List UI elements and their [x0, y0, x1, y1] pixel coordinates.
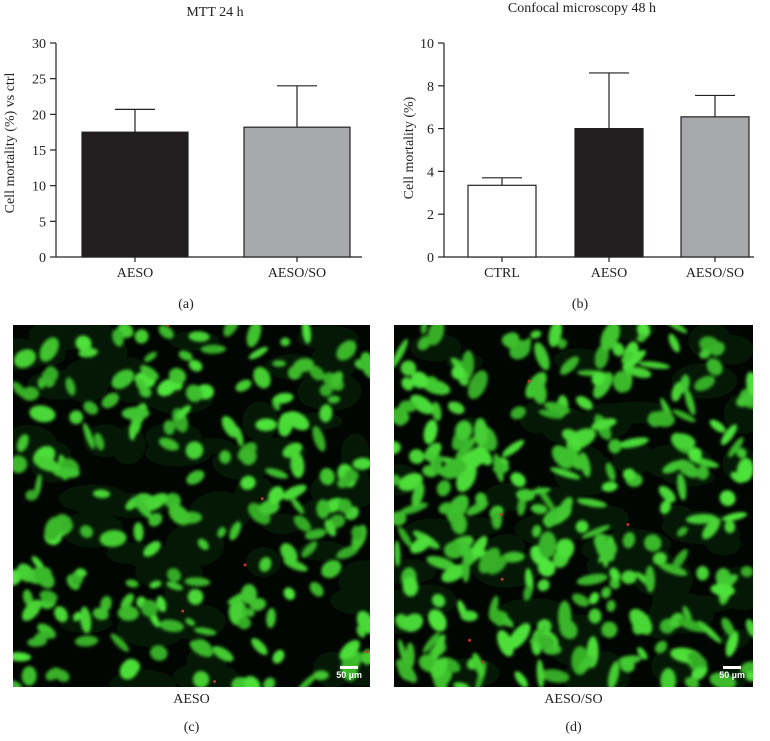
y-tick-label: 0: [39, 251, 46, 266]
x-tick-label: CTRL: [484, 266, 520, 281]
bar-aeso-so: [680, 116, 750, 258]
chart-a: MTT 24 h Cell mortality (%) vs ctrl 0 5 10…: [3, 5, 362, 312]
micrograph-aeso-so-panel-label: (d): [565, 720, 582, 735]
y-tick-label: 15: [32, 144, 46, 159]
micrograph-aeso-panel-label: (c): [183, 720, 200, 735]
fluorescent-cells: [13, 325, 370, 687]
x-tick-label: AESO/SO: [686, 266, 744, 281]
chart-a-title: MTT 24 h: [186, 5, 243, 20]
y-tick-label: 30: [32, 37, 46, 52]
scale-bar-label: 50 µm: [719, 670, 745, 680]
x-tick-label: AESO/SO: [268, 266, 326, 281]
bar-aeso: [81, 131, 189, 258]
y-tick-label: 6: [427, 123, 434, 138]
bar-ctrl: [467, 184, 537, 258]
y-tick-label: 25: [32, 73, 46, 88]
y-tick-label: 2: [427, 208, 434, 223]
x-tick-label: AESO: [117, 266, 154, 281]
micrograph-aeso-so-caption: AESO/SO: [544, 692, 603, 707]
chart-b: Confocal microscopy 48 h Cell mortality …: [402, 1, 754, 312]
micrograph-aeso: 50 µm: [13, 325, 370, 687]
chart-a-panel-label: (a): [178, 297, 194, 312]
y-tick-label: 20: [32, 108, 46, 123]
x-tick-label: AESO: [591, 266, 628, 281]
chart-a-ylabel: Cell mortality (%) vs ctrl: [3, 73, 18, 214]
bar-aeso-so: [243, 126, 351, 258]
charts-canvas: MTT 24 h Cell mortality (%) vs ctrl 0 5 10…: [3, 1, 754, 312]
chart-b-title: Confocal microscopy 48 h: [508, 1, 656, 16]
scale-bar-label: 50 µm: [336, 670, 362, 680]
y-tick-label: 0: [427, 251, 434, 266]
y-tick-label: 5: [39, 215, 46, 230]
chart-b-panel-label: (b): [572, 297, 589, 312]
bar-aeso: [574, 128, 644, 258]
y-tick-label: 8: [427, 80, 434, 95]
micrograph-aeso-caption: AESO: [173, 692, 210, 707]
y-tick-label: 4: [427, 165, 434, 180]
micrograph-aeso-so: 50 µm: [394, 325, 753, 687]
y-tick-label: 10: [420, 37, 434, 52]
scale-bar: 50 µm: [719, 666, 745, 680]
y-tick-label: 10: [32, 180, 46, 195]
scale-bar: 50 µm: [336, 666, 362, 680]
fluorescent-cells: [394, 325, 753, 687]
chart-b-ylabel: Cell mortality (%): [402, 96, 417, 199]
